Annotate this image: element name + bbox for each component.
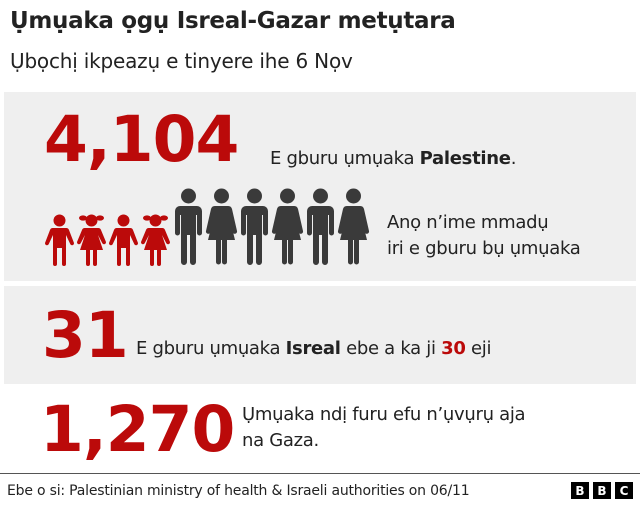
- child-boy-icon: [44, 214, 75, 266]
- child-girl-icon: [76, 214, 107, 266]
- stat-label-text: E gburu ụmụaka: [270, 148, 420, 169]
- stat-label-line1: Ụmụaka ndị furu efu n’ụvụrụ aja: [242, 404, 526, 425]
- stat-label-middle: ebe a ka ji: [340, 338, 442, 359]
- stat-label-bold: Palestine: [419, 148, 511, 169]
- stat-panel-palestine: 4,104 E gburu ụmụaka Palestine.: [4, 92, 636, 281]
- stat-label-text: E gburu ụmụaka: [136, 338, 286, 359]
- stat-label-suffix: eji: [465, 338, 492, 359]
- adult-woman-icon: [205, 188, 238, 265]
- stat-label-highlight: 30: [441, 338, 466, 359]
- child-boy-icon: [108, 214, 139, 266]
- pictogram-caption: Anọ n’ime mmadụ iri e gburu bụ ụmụaka: [387, 210, 581, 262]
- stat-label-missing: Ụmụaka ndị furu efu n’ụvụrụ aja na Gaza.: [242, 402, 526, 454]
- stat-label-bold: Isreal: [285, 338, 341, 359]
- stat-number-palestine: 4,104: [44, 103, 239, 176]
- page-subtitle: Ụbọchị ikpeazụ e tinyere ihe 6 Nọv: [10, 49, 353, 73]
- adult-man-icon: [175, 188, 202, 265]
- adult-woman-icon: [337, 188, 370, 265]
- people-pictogram: [44, 188, 370, 266]
- bbc-logo-letter: B: [593, 482, 611, 499]
- stat-panel-missing: 1,270 Ụmụaka ndị furu efu n’ụvụrụ aja na…: [4, 384, 636, 470]
- footer-divider: [0, 473, 640, 474]
- bbc-logo-letter: C: [615, 482, 633, 499]
- page-title: Ụmụaka ọgụ Isreal-Gazar metụtara: [10, 8, 456, 34]
- adult-woman-icon: [271, 188, 304, 265]
- adult-man-icon: [241, 188, 268, 265]
- stat-panel-israel: 31 E gburu ụmụaka Isreal ebe a ka ji 30 …: [4, 286, 636, 384]
- stat-number-israel: 31: [42, 299, 129, 372]
- bbc-logo: B B C: [571, 482, 633, 499]
- pictogram-caption-line2: iri e gburu bụ ụmụaka: [387, 238, 581, 260]
- stat-number-missing: 1,270: [40, 393, 235, 466]
- pictogram-caption-line1: Anọ n’ime mmadụ: [387, 212, 549, 233]
- stat-label-line2: na Gaza.: [242, 430, 319, 452]
- adult-man-icon: [307, 188, 334, 265]
- source-note: Ebe o si: Palestinian ministry of health…: [7, 483, 470, 499]
- stat-label-palestine: E gburu ụmụaka Palestine.: [270, 146, 516, 172]
- child-girl-icon: [140, 214, 171, 266]
- stat-label-israel: E gburu ụmụaka Isreal ebe a ka ji 30 eji: [136, 336, 491, 362]
- bbc-logo-letter: B: [571, 482, 589, 499]
- stat-label-suffix: .: [510, 148, 517, 169]
